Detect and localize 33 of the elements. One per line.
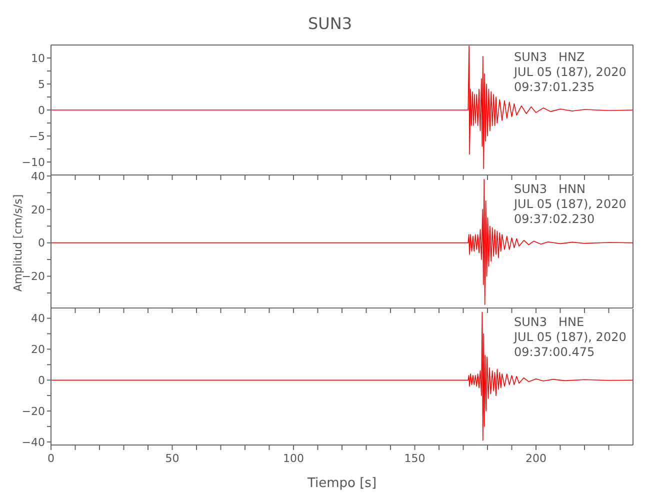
x-tick-label: 100 (283, 452, 304, 465)
y-tick-label: 5 (38, 78, 45, 91)
annotation: 09:37:01.235 (514, 80, 596, 95)
annotation: SUN3 HNN (514, 182, 586, 197)
y-tick-label: 10 (31, 52, 45, 65)
x-tick-label: 0 (48, 452, 54, 465)
annotation: JUL 05 (187), 2020 (514, 330, 626, 345)
annotation: 09:37:00.475 (514, 345, 596, 360)
y-tick-label: 0 (38, 374, 45, 387)
x-tick-label: 50 (165, 452, 180, 465)
y-tick-label: −10 (22, 156, 45, 169)
annotation: JUL 05 (187), 2020 (514, 197, 626, 212)
y-tick-label: −20 (22, 404, 45, 418)
chart-title: SUN3 (308, 14, 352, 34)
annotation: 09:37:02.230 (514, 212, 596, 227)
annotation: SUN3 HNE (514, 315, 586, 330)
y-tick-label: −40 (22, 436, 45, 449)
x-axis-title: Tiempo [s] (306, 476, 377, 491)
line-series (51, 178, 633, 306)
y-axis-title: Amplitud [cm/s/s] (12, 194, 24, 292)
y-tick-label: 40 (31, 170, 45, 183)
y-tick-label: 0 (38, 236, 45, 250)
annotation: SUN3 HNZ (514, 50, 586, 65)
line-series (51, 312, 633, 441)
y-tick-label: 40 (31, 312, 45, 326)
x-tick-label: 200 (526, 452, 546, 465)
y-tick-label: 20 (31, 203, 45, 216)
y-tick-label: −5 (28, 130, 45, 143)
x-tick-label: 150 (404, 452, 426, 465)
y-tick-label: 20 (31, 343, 45, 356)
y-tick-label: −20 (22, 270, 45, 284)
y-tick-label: 0 (38, 104, 45, 117)
annotation: JUL 05 (187), 2020 (514, 65, 626, 80)
